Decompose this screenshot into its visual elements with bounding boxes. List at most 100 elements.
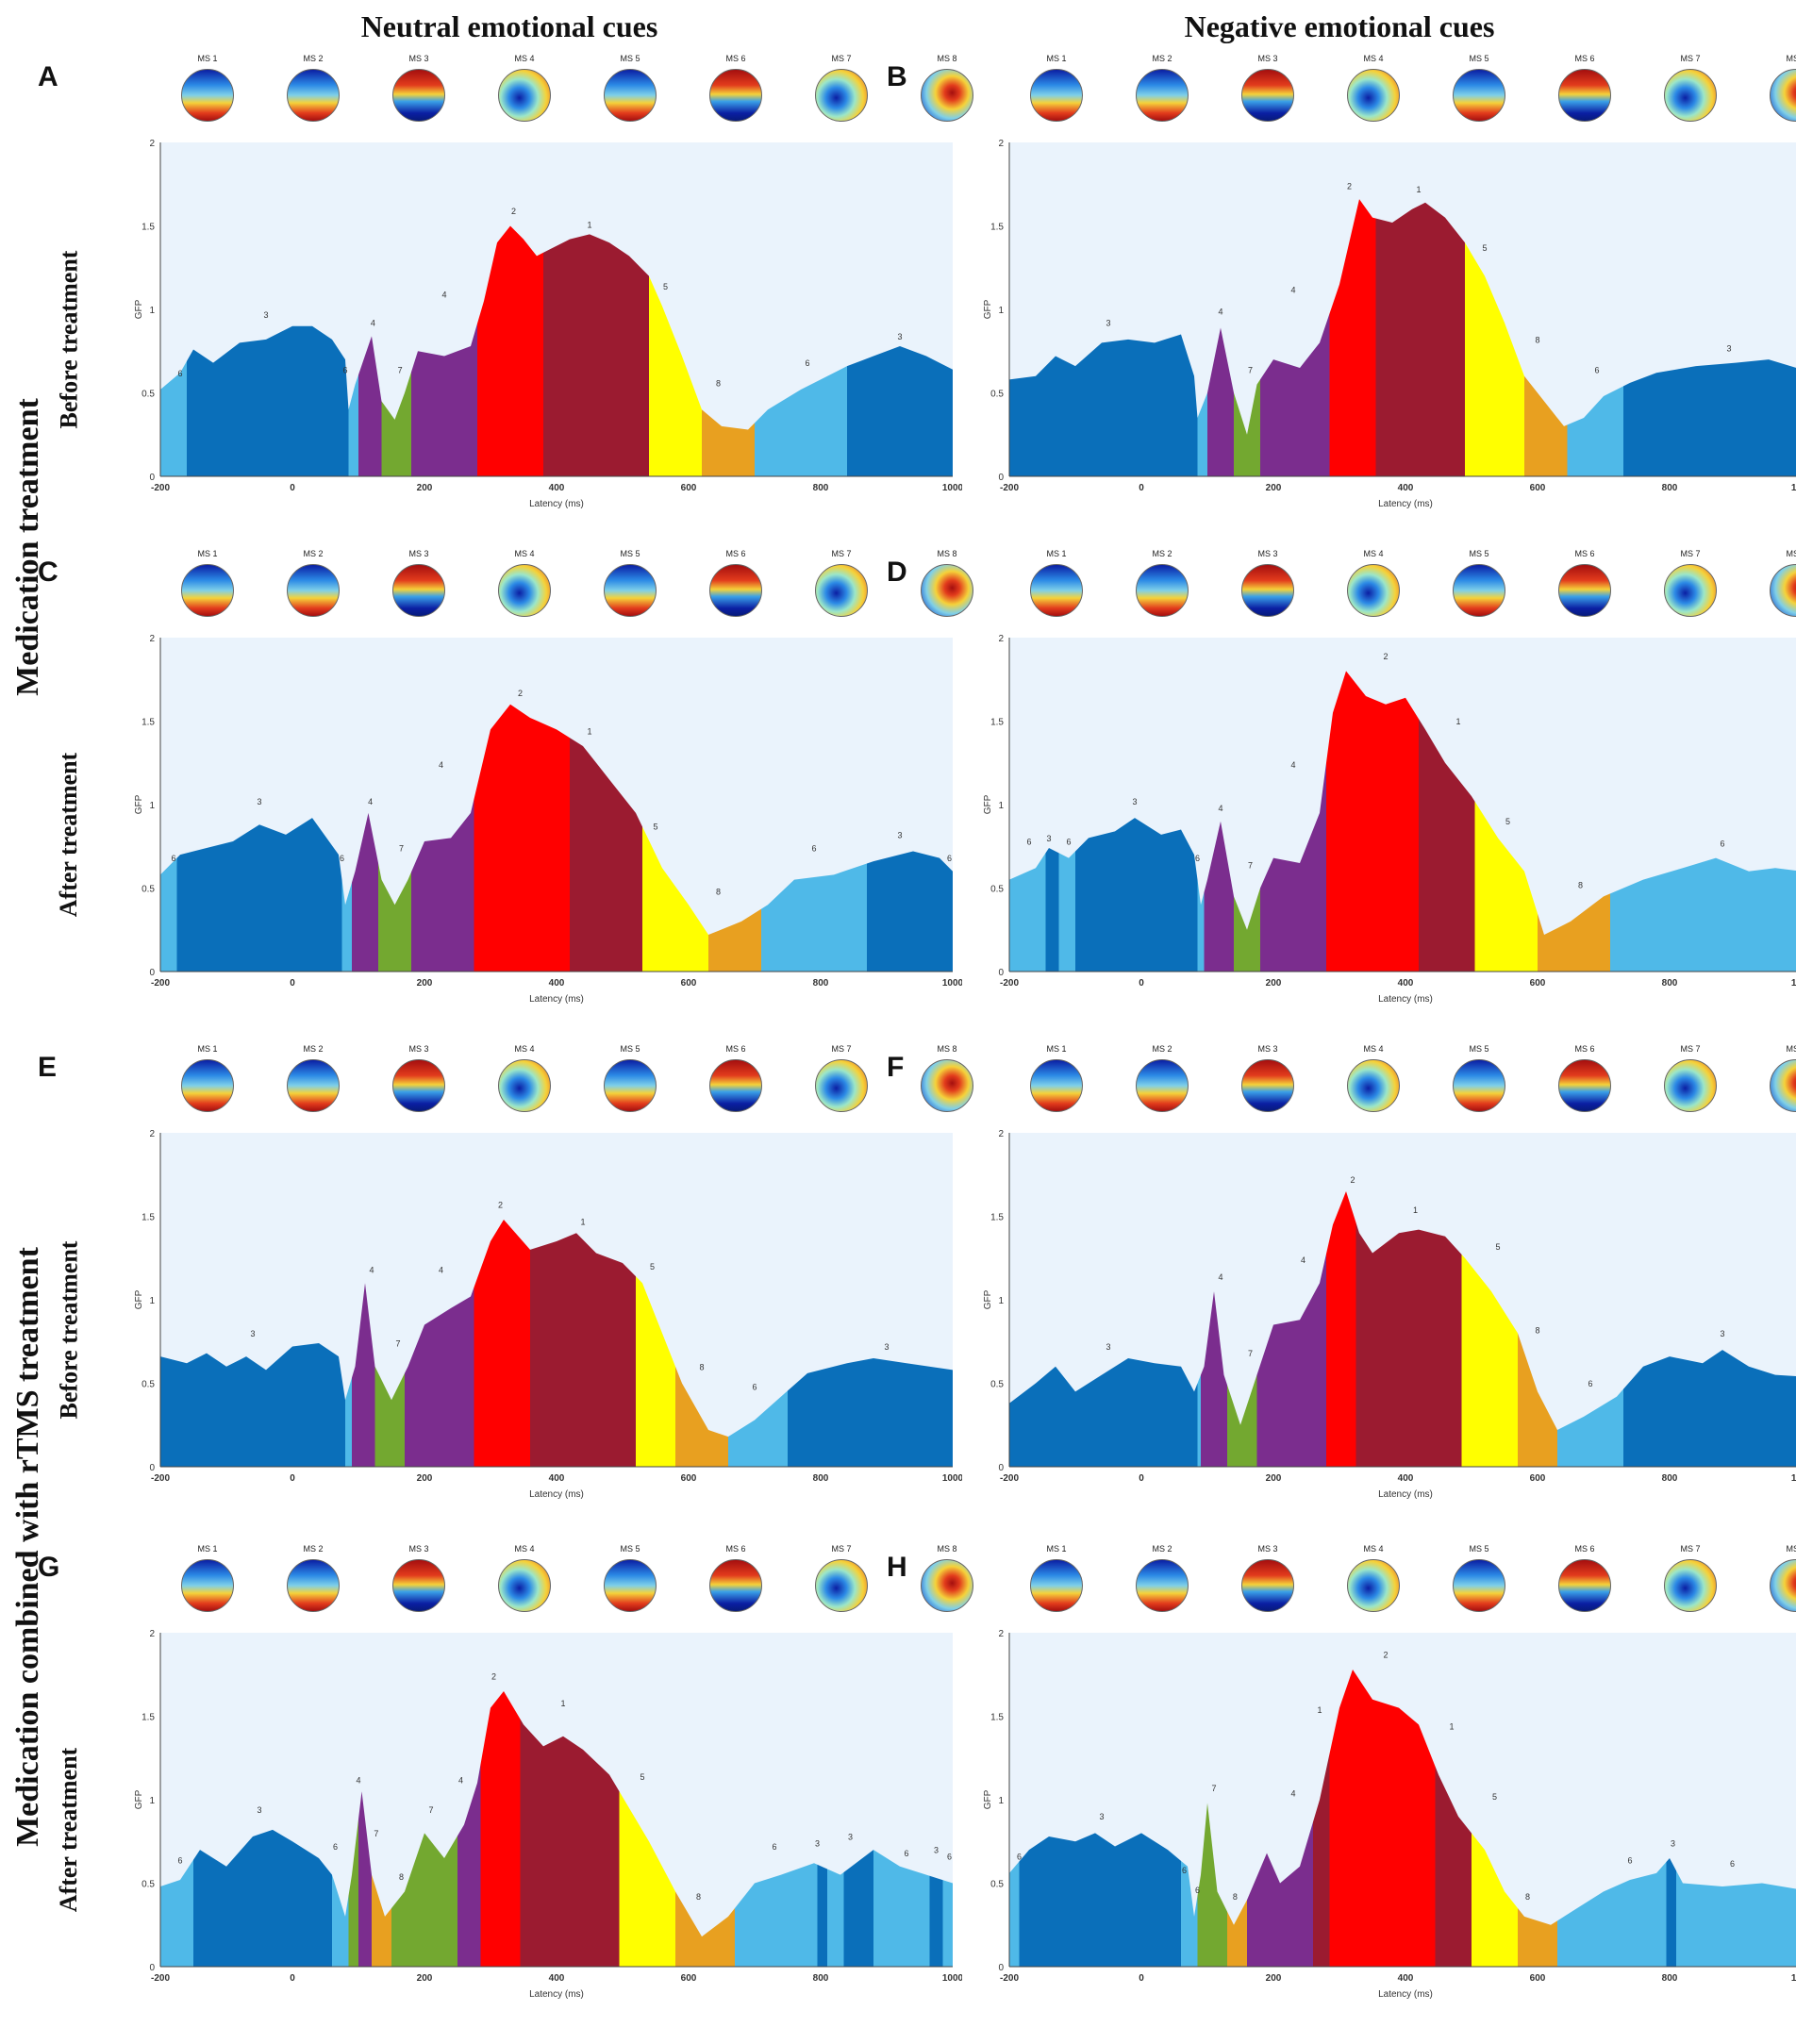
- y-axis-label: GFP: [983, 1289, 993, 1309]
- y-tick-label: 0: [149, 473, 155, 483]
- topomap: MS 4: [1336, 1042, 1411, 1112]
- topomap-label: MS 2: [303, 1044, 324, 1054]
- microstate-label: 7: [374, 1829, 378, 1838]
- topomap-label: MS 7: [831, 549, 852, 558]
- microstate-label: 6: [1594, 365, 1599, 374]
- y-tick-label: 1: [149, 1296, 155, 1306]
- x-tick-label: 400: [549, 1473, 565, 1484]
- microstate-label: 6: [947, 1853, 952, 1862]
- microstate-label: 3: [1671, 1839, 1675, 1849]
- topomap-head-icon: [815, 1559, 868, 1612]
- microstate-label: 4: [441, 291, 446, 300]
- microstate-label: 2: [1383, 1651, 1388, 1660]
- x-tick-label: 400: [549, 978, 565, 989]
- y-tick-label: 0.5: [141, 390, 155, 400]
- y-tick-label: 1: [998, 801, 1004, 811]
- topomap-label: MS 7: [831, 54, 852, 63]
- microstate-label: 8: [716, 378, 721, 388]
- panel-a: A MS 1 MS 2 MS 3 MS 4 MS 5 MS 6 MS 7 MS 8 Before …: [38, 52, 973, 542]
- x-tick-label: 200: [417, 978, 433, 989]
- x-tick-label: 800: [1662, 1473, 1678, 1484]
- column-title-negative: Negative emotional cues: [1184, 9, 1495, 43]
- topomap-head-icon: [1770, 1059, 1796, 1112]
- topomap: MS 8: [909, 52, 985, 122]
- x-axis-label: Latency (ms): [529, 499, 584, 509]
- microstate-label: 6: [904, 1849, 908, 1858]
- topomap-head-icon: [181, 1559, 234, 1612]
- topomap-label: MS 4: [1363, 549, 1384, 558]
- row-label: After treatment: [55, 1712, 83, 1948]
- topomap: MS 8: [1758, 547, 1796, 617]
- topomap: MS 8: [909, 547, 985, 617]
- topomap-head-icon: [392, 564, 445, 617]
- topomap-head-icon: [921, 564, 973, 617]
- row-group-rtms: Medication combined with rTMS treatment: [0, 1056, 57, 2037]
- y-tick-label: 0: [149, 968, 155, 978]
- y-tick-label: 0: [998, 1963, 1004, 1973]
- topomap-head-icon: [1347, 69, 1400, 122]
- microstate-label: 1: [560, 1699, 565, 1708]
- topomap-head-icon: [498, 564, 551, 617]
- topomap-head-icon: [1030, 564, 1083, 617]
- row-label: Before treatment: [55, 1212, 83, 1448]
- microstate-label: 6: [1195, 1886, 1200, 1895]
- y-tick-label: 2: [149, 1129, 155, 1139]
- microstate-label: 4: [369, 1266, 374, 1275]
- x-tick-label: 400: [549, 1973, 565, 1984]
- topomap-head-icon: [1241, 69, 1294, 122]
- microstate-label: 2: [491, 1672, 496, 1682]
- topomap: MS 3: [381, 52, 457, 122]
- microstate-label: 3: [257, 1805, 261, 1815]
- topomap-label: MS 6: [1574, 1044, 1595, 1054]
- x-tick-label: 0: [290, 483, 295, 493]
- microstate-label: 4: [1290, 760, 1295, 770]
- topomap-label: MS 8: [937, 1544, 957, 1554]
- topomap: MS 1: [170, 1542, 245, 1612]
- topomap-label: MS 7: [1680, 54, 1701, 63]
- x-tick-label: -200: [1000, 483, 1019, 493]
- topomap-label: MS 2: [1152, 54, 1172, 63]
- x-tick-label: 1000: [1791, 483, 1796, 493]
- panel-b: B MS 1 MS 2 MS 3 MS 4 MS 5 MS 6 MS 7 MS 8 0 0.5 1 1.…: [887, 52, 1796, 542]
- topomap: MS 3: [1230, 1542, 1305, 1612]
- microstate-label: 7: [395, 1339, 400, 1349]
- topomap-label: MS 7: [1680, 1544, 1701, 1554]
- topomap-label: MS 8: [937, 549, 957, 558]
- y-tick-label: 0.5: [990, 885, 1004, 895]
- topomap-label: MS 6: [1574, 54, 1595, 63]
- panel-c: C MS 1 MS 2 MS 3 MS 4 MS 5 MS 6 MS 7 MS 8 After t…: [38, 547, 973, 1038]
- x-tick-label: 0: [1139, 978, 1144, 989]
- x-tick-label: 1000: [942, 1473, 962, 1484]
- topomap-head-icon: [1030, 1559, 1083, 1612]
- microstate-label: 5: [640, 1772, 644, 1782]
- microstate-label: 2: [1383, 652, 1388, 661]
- x-tick-label: 0: [1139, 1973, 1144, 1984]
- microstate-label: 4: [1218, 307, 1222, 316]
- panel-letter: C: [38, 557, 58, 588]
- topomap-label: MS 4: [1363, 1044, 1384, 1054]
- row-group-medication-label: Medication treatment: [10, 398, 46, 696]
- topomap-row: MS 1 MS 2 MS 3 MS 4 MS 5 MS 6 MS 7 MS 8: [94, 52, 973, 127]
- topomap-head-icon: [1241, 564, 1294, 617]
- x-tick-label: 1000: [942, 483, 962, 493]
- topomap-label: MS 8: [1786, 1544, 1796, 1554]
- topomap-label: MS 1: [197, 1544, 218, 1554]
- topomap: MS 5: [592, 52, 668, 122]
- x-tick-label: 600: [681, 1973, 697, 1984]
- topomap-label: MS 7: [1680, 1044, 1701, 1054]
- microstate-label: 4: [1290, 285, 1295, 294]
- microstate-label: 6: [1720, 839, 1724, 848]
- microstate-label: 8: [696, 1892, 701, 1902]
- topomap-head-icon: [392, 69, 445, 122]
- microstate-label: 1: [1317, 1705, 1322, 1715]
- topomap-head-icon: [1347, 1059, 1400, 1112]
- topomap: MS 6: [1547, 1542, 1622, 1612]
- x-tick-label: 400: [549, 483, 565, 493]
- panel-letter: A: [38, 61, 58, 92]
- topomap: MS 5: [1441, 547, 1517, 617]
- x-tick-label: 0: [1139, 483, 1144, 493]
- topomap-head-icon: [1136, 564, 1189, 617]
- microstate-label: 4: [356, 1775, 360, 1785]
